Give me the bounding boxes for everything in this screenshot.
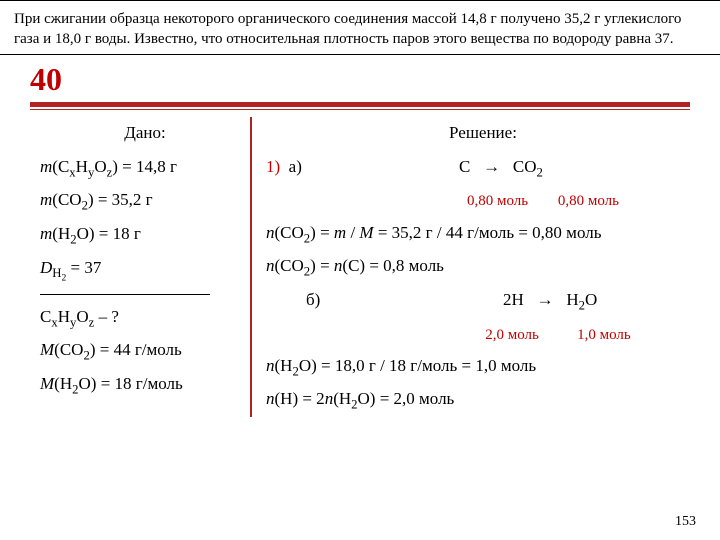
- divider-horizontal: [30, 102, 690, 107]
- mol-b-right: 1,0 моль: [577, 327, 631, 343]
- solution-column: Решение: 1) а) C → CO2 0,80 моль 0,80 мо…: [260, 117, 700, 418]
- divider-vertical: [250, 117, 252, 418]
- step-marker-1: 1): [266, 151, 280, 183]
- solution-title: Решение:: [266, 117, 700, 149]
- page-number: 153: [675, 514, 696, 530]
- content-area: Дано: m(CxHyOz) = 14,8 г m(CO2) = 35,2 г…: [0, 117, 720, 418]
- problem-statement: При сжигании образца некоторого органиче…: [0, 0, 720, 55]
- mol-b-left: 2,0 моль: [485, 327, 539, 343]
- slide-number: 40: [30, 61, 720, 98]
- mol-a-right: 0,80 моль: [558, 193, 619, 209]
- mol-a-left: 0,80 моль: [467, 193, 528, 209]
- part-b-label: б): [306, 284, 320, 316]
- given-title: Дано:: [40, 117, 250, 149]
- given-column: Дано: m(CxHyOz) = 14,8 г m(CO2) = 35,2 г…: [40, 117, 250, 418]
- given-divider: [40, 294, 210, 295]
- part-a-label: а): [289, 151, 302, 183]
